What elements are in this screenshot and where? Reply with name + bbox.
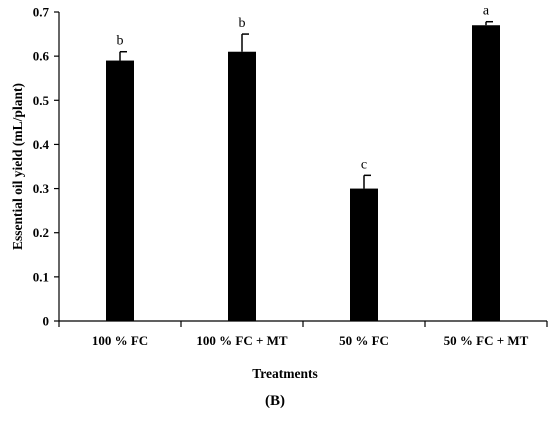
error-bars-group	[119, 20, 493, 189]
significance-letter: b	[239, 16, 246, 31]
y-tick-label: 0.6	[33, 49, 50, 64]
x-axis-title: Treatments	[252, 366, 317, 381]
bar	[350, 188, 378, 321]
bar	[106, 60, 134, 322]
significance-letter: a	[483, 4, 490, 19]
y-tick-label: 0.3	[33, 181, 50, 196]
bars-group	[106, 25, 500, 322]
significance-letter: b	[117, 34, 124, 49]
bar	[228, 51, 256, 321]
y-tick-label: 0.4	[33, 137, 50, 152]
y-tick-label: 0.7	[33, 5, 50, 20]
y-tick-label: 0.1	[33, 269, 49, 284]
x-tick-label: 50 % FC	[339, 333, 389, 348]
panel-label: (B)	[265, 393, 285, 409]
x-axis-tick-labels: 100 % FC 100 % FC + MT 50 % FC 50 % FC + MT	[92, 333, 529, 348]
x-tick-label: 100 % FC	[92, 333, 148, 348]
x-tick-label: 50 % FC + MT	[444, 333, 529, 348]
y-tick-label: 0	[43, 314, 50, 329]
y-axis-title: Essential oil yield (mL/plant)	[10, 83, 25, 250]
y-tick-label: 0.2	[33, 225, 49, 240]
significance-letters-group: b b c a	[117, 4, 490, 173]
bar	[472, 25, 500, 321]
x-tick-label: 100 % FC + MT	[196, 333, 288, 348]
significance-letter: c	[361, 157, 367, 172]
y-axis-ticks: 0 0.1 0.2 0.3 0.4 0.5 0.6 0.7	[33, 5, 548, 329]
y-tick-label: 0.5	[33, 93, 50, 108]
